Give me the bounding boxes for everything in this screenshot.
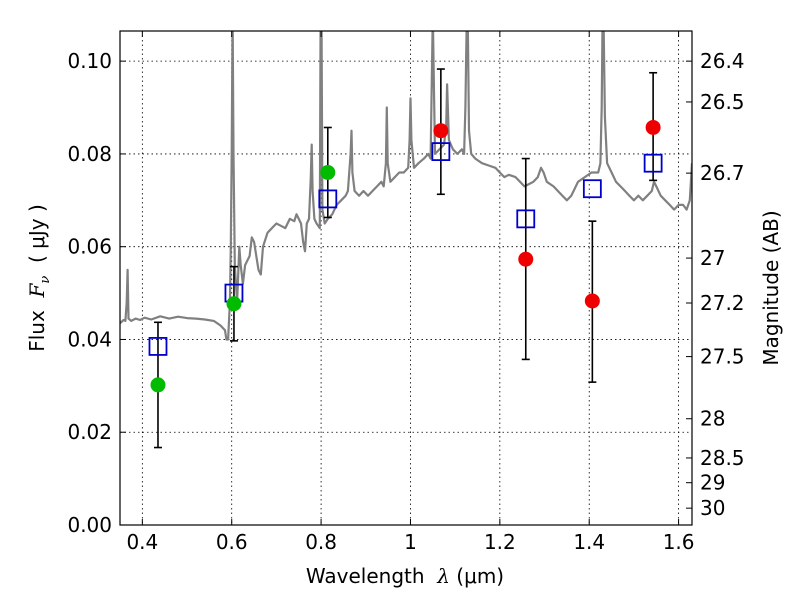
x-tick-label: 1.2 bbox=[484, 530, 516, 554]
observed-flux-point-red bbox=[584, 293, 600, 309]
y-tick-label: 0.00 bbox=[67, 513, 112, 537]
y-axis-label-subscript: ν bbox=[38, 276, 53, 284]
model-spectrum-line bbox=[120, 31, 692, 341]
y2-tick-label: 27.2 bbox=[700, 291, 745, 315]
x-tick-label: 1 bbox=[404, 530, 417, 554]
y2-axis-label: Magnitude (AB) bbox=[759, 210, 783, 365]
model-flux-square bbox=[318, 189, 338, 209]
y2-tick-label: 27.5 bbox=[700, 345, 745, 369]
grid-lines bbox=[120, 31, 692, 526]
y2-tick-label: 27 bbox=[700, 246, 725, 270]
x-tick-label: 1.6 bbox=[663, 530, 695, 554]
y-axis-label: Flux Fν ( μJy ) bbox=[25, 204, 53, 352]
observed-flux-point-red bbox=[433, 123, 449, 139]
y2-tick-label: 30 bbox=[700, 496, 725, 520]
x-axis-label-symbol: λ bbox=[436, 564, 450, 588]
x-tick-label: 0.4 bbox=[126, 530, 158, 554]
x-tick-label: 1.4 bbox=[573, 530, 605, 554]
observed-flux-point-red bbox=[645, 119, 661, 135]
y-axis-label-group: Flux Fν ( μJy ) bbox=[25, 204, 53, 352]
y-tick-label: 0.04 bbox=[67, 327, 112, 351]
y2-tick-label: 28 bbox=[700, 407, 725, 431]
model-flux-square bbox=[643, 153, 663, 173]
y2-axis-label-group: Magnitude (AB) bbox=[759, 210, 783, 365]
x-tick-label: 0.6 bbox=[216, 530, 248, 554]
y-tick-label: 0.06 bbox=[67, 235, 112, 259]
observed-flux-point-green bbox=[150, 377, 166, 393]
observed-flux-point-green bbox=[320, 164, 336, 180]
model-flux-square bbox=[148, 337, 168, 356]
model-flux-square bbox=[582, 179, 602, 199]
y-axis-label-symbol: F bbox=[25, 283, 49, 299]
observed-flux-point-green bbox=[226, 296, 242, 312]
model-flux-square bbox=[516, 209, 536, 229]
y2-tick-label: 29 bbox=[700, 471, 725, 495]
y-axis-label-prefix: Flux bbox=[25, 298, 49, 352]
axis-ticks: 0.4 0.6 0.8 1 1.2 1.4 1.6 0.00 0.02 0.04 0.06 0.08 0… bbox=[67, 31, 745, 554]
y2-tick-label: 26.5 bbox=[700, 90, 745, 114]
y-tick-label: 0.02 bbox=[67, 420, 112, 444]
x-axis-label: Wavelength λ (μm) bbox=[306, 564, 504, 588]
y-tick-label: 0.08 bbox=[67, 142, 112, 166]
data-layer bbox=[120, 31, 692, 449]
x-tick-label: 0.8 bbox=[305, 530, 337, 554]
plot-frame bbox=[119, 30, 693, 526]
x-axis-label-suffix: (μm) bbox=[450, 564, 504, 588]
observed-flux-point-red bbox=[518, 251, 534, 267]
x-axis-label-prefix: Wavelength bbox=[306, 564, 437, 588]
y2-tick-label: 28.5 bbox=[700, 446, 745, 470]
y2-tick-label: 26.4 bbox=[700, 49, 745, 73]
y-tick-label: 0.10 bbox=[67, 49, 112, 73]
y-axis-label-suffix: ( μJy ) bbox=[25, 204, 49, 276]
model-flux-square bbox=[431, 142, 451, 162]
y2-tick-label: 26.7 bbox=[700, 161, 745, 185]
